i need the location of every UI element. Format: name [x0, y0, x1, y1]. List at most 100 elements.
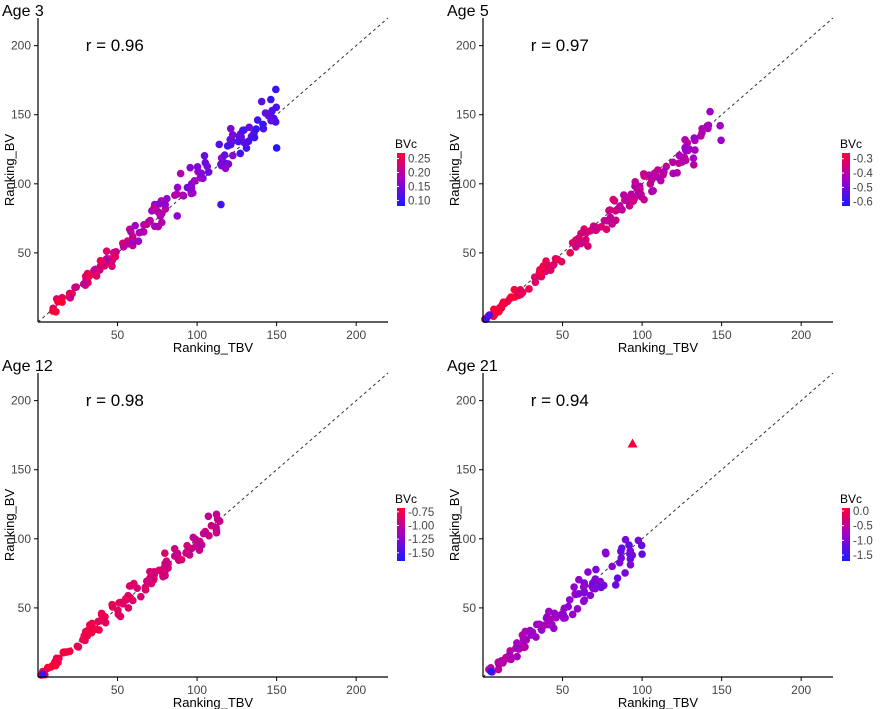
- data-point: [520, 634, 529, 643]
- data-point: [575, 575, 583, 584]
- x-tick-label: 50: [111, 328, 125, 342]
- data-point: [704, 121, 713, 130]
- data-point: [525, 285, 533, 293]
- correlation-label: r = 0.97: [531, 36, 589, 55]
- data-point: [553, 255, 562, 264]
- data-point: [697, 132, 705, 140]
- data-point: [197, 169, 206, 177]
- data-point: [625, 541, 633, 549]
- data-point: [229, 151, 237, 160]
- x-tick-label: 100: [632, 328, 652, 342]
- x-tick-label: 100: [187, 328, 207, 342]
- legend-tick-label: -0.5: [853, 521, 873, 533]
- data-point: [611, 581, 620, 589]
- y-tick-label: 200: [456, 394, 476, 408]
- data-point: [142, 577, 151, 586]
- data-point: [514, 289, 523, 297]
- data-point: [579, 583, 588, 591]
- data-point: [559, 610, 568, 619]
- reference-line: [482, 17, 834, 323]
- y-tick-label: 100: [11, 532, 31, 546]
- data-point: [149, 573, 158, 581]
- data-point: [124, 604, 133, 612]
- panel-title: Age 5: [447, 3, 489, 20]
- data-point: [535, 268, 544, 277]
- data-point: [498, 300, 507, 308]
- data-point: [179, 191, 187, 200]
- data-point: [617, 547, 625, 556]
- data-point: [66, 294, 75, 302]
- legend-colorbar: [397, 153, 405, 206]
- data-point: [215, 140, 224, 149]
- data-point: [170, 191, 179, 200]
- data-point: [161, 200, 170, 209]
- data-point: [173, 212, 182, 220]
- legend-colorbar: [397, 508, 405, 561]
- x-axis-label: Ranking_TBV: [173, 340, 254, 355]
- data-point: [228, 131, 237, 139]
- y-tick-label: 150: [456, 463, 476, 477]
- panel-title: Age 12: [2, 358, 53, 375]
- data-point: [647, 175, 656, 184]
- data-point: [183, 541, 191, 550]
- data-point: [593, 224, 602, 233]
- data-point: [580, 596, 589, 604]
- data-point: [186, 163, 195, 172]
- x-axis-label: Ranking_TBV: [173, 695, 254, 709]
- correlation-label: r = 0.94: [531, 391, 589, 410]
- data-point: [111, 252, 120, 261]
- legend-tick-label: -1.25: [408, 534, 434, 546]
- data-point: [617, 554, 626, 562]
- data-point: [182, 549, 190, 557]
- data-point: [619, 191, 628, 199]
- data-point: [236, 149, 245, 158]
- data-point: [194, 540, 202, 549]
- panel-age-5: Age 5 r = 0.97 50 100 150 200 50 100 150 200 Ranki…: [447, 3, 873, 355]
- data-point: [108, 262, 116, 270]
- data-point: [568, 610, 577, 619]
- data-point: [221, 164, 230, 173]
- data-point: [234, 137, 243, 146]
- data-point: [200, 151, 209, 160]
- data-point: [272, 85, 280, 94]
- data-point: [634, 190, 643, 199]
- data-point: [125, 225, 134, 234]
- data-point: [128, 232, 137, 241]
- data-point: [565, 596, 574, 604]
- y-tick-label: 50: [463, 601, 477, 615]
- y-axis-label: Ranking_BV: [447, 489, 462, 562]
- data-point: [170, 552, 179, 560]
- data-point: [212, 526, 221, 535]
- legend-tick-label: 0.15: [408, 181, 430, 193]
- legend-tick-label: -0.6: [853, 197, 873, 209]
- correlation-label: r = 0.96: [86, 36, 144, 55]
- x-tick-label: 50: [556, 328, 570, 342]
- data-point: [638, 550, 646, 558]
- data-point: [272, 144, 281, 152]
- data-point: [54, 297, 62, 306]
- data-point: [613, 574, 622, 582]
- data-point: [146, 216, 154, 225]
- data-point: [675, 151, 684, 160]
- data-point: [161, 549, 169, 557]
- data-point: [627, 438, 638, 448]
- legend-tick-label: 0.10: [408, 195, 430, 207]
- data-point: [176, 169, 185, 178]
- x-tick-label: 200: [791, 328, 811, 342]
- data-point: [629, 197, 638, 205]
- legend-tick-label: 0.0: [853, 506, 869, 518]
- data-point: [698, 124, 706, 133]
- data-point: [83, 631, 92, 640]
- data-point: [267, 95, 275, 104]
- data-point: [586, 591, 595, 600]
- y-tick-label: 100: [456, 177, 476, 191]
- data-point: [250, 133, 259, 142]
- data-point: [600, 216, 609, 225]
- data-point: [526, 626, 534, 635]
- panel-title: Age 21: [447, 358, 498, 375]
- data-point: [618, 205, 626, 214]
- legend-tick-label: 0.20: [408, 168, 430, 180]
- data-point: [226, 124, 235, 133]
- data-point: [131, 221, 139, 230]
